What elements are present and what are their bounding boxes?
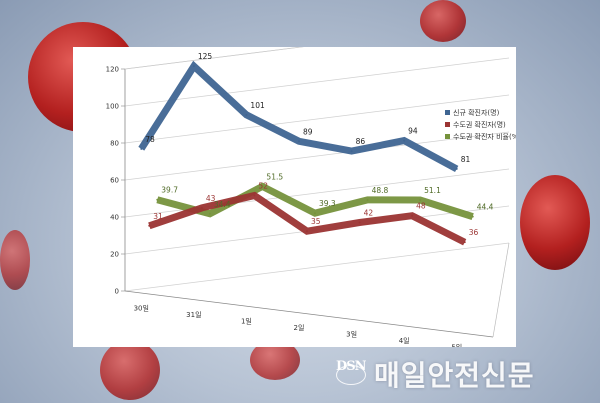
data-label: 51.1 — [424, 186, 441, 195]
virus-image-bottom-left — [100, 340, 160, 400]
data-label: 35 — [311, 217, 321, 226]
data-label: 36 — [469, 228, 479, 237]
data-point — [245, 113, 248, 116]
gridline — [124, 47, 304, 70]
x-tick-label: 3일 — [346, 330, 357, 339]
x-tick-label: 2일 — [294, 323, 305, 332]
x-tick-label: 1일 — [241, 316, 252, 325]
data-point — [261, 185, 264, 188]
gridline — [124, 131, 510, 181]
data-label: 86 — [356, 137, 366, 146]
data-point — [298, 140, 300, 143]
watermark-logo: DSN — [336, 359, 370, 389]
y-tick-label: 40 — [110, 214, 119, 222]
data-label: 48 — [416, 202, 426, 211]
data-point — [253, 194, 256, 197]
data-point — [156, 198, 159, 201]
data-point — [455, 167, 458, 170]
legend-swatch — [445, 134, 450, 139]
data-point — [140, 147, 143, 150]
virus-image-right — [520, 175, 590, 270]
data-label: 31 — [153, 212, 163, 221]
data-label: 125 — [198, 52, 213, 61]
gridline — [124, 57, 510, 107]
line-chart: 0 20 40 60 80 100 120 30일 31일 1일 2일 3일 4일 5일 39.7 34.4… — [106, 47, 516, 347]
data-label: 78 — [145, 135, 155, 144]
data-label: 42 — [364, 209, 374, 218]
data-label: 94 — [408, 127, 418, 136]
legend-swatch — [445, 110, 450, 115]
y-tick-label: 80 — [110, 140, 119, 148]
data-point — [208, 212, 211, 215]
legend-entry: 수도권 확진자 비율(%) — [453, 132, 516, 141]
data-point — [471, 215, 474, 218]
data-label: 51.5 — [266, 172, 283, 181]
data-point — [403, 139, 406, 142]
watermark-brand: 매일안전신문 — [374, 359, 535, 392]
y-tick-label: 120 — [106, 66, 119, 74]
data-label: 39.3 — [319, 199, 336, 208]
data-label: 34.4 — [214, 200, 231, 209]
data-point — [192, 65, 195, 68]
data-label: 43 — [206, 194, 216, 203]
data-point — [411, 214, 414, 217]
y-tick-label: 20 — [110, 251, 119, 259]
legend-entry: 신규 확진자(명) — [453, 108, 500, 117]
data-label: 48.8 — [372, 186, 389, 195]
data-point — [314, 212, 316, 215]
x-tick-label: 30일 — [134, 303, 149, 312]
data-label: 101 — [250, 101, 265, 110]
y-tick-label: 100 — [106, 103, 119, 111]
data-point — [200, 206, 203, 209]
data-point — [366, 198, 369, 201]
data-label: 81 — [461, 155, 471, 164]
virus-image-top-right — [420, 0, 466, 42]
series-line — [138, 60, 459, 172]
x-tick-label: 4일 — [399, 336, 410, 345]
data-point — [358, 221, 361, 224]
data-label: 89 — [303, 127, 313, 136]
wall-top-edge — [124, 47, 304, 70]
data-point — [419, 198, 422, 201]
x-tick-label: 31일 — [186, 310, 201, 319]
data-point — [148, 224, 151, 227]
virus-image-left — [0, 230, 30, 290]
gridline — [124, 242, 510, 292]
legend-entry: 수도권 확진자(명) — [453, 120, 506, 129]
data-label: 52 — [258, 181, 268, 190]
watermark: DSN 매일안전신문 — [336, 352, 592, 396]
chart-panel: 0 20 40 60 80 100 120 30일 31일 1일 2일 3일 4일 5일 39.7 34.4… — [73, 47, 516, 347]
floor-right-edge — [492, 242, 510, 338]
data-label: 39.7 — [161, 186, 178, 195]
x-tick-label: 5일 — [451, 343, 462, 347]
x-axis-line — [124, 290, 494, 338]
gridline — [124, 94, 510, 144]
y-tick-label: 60 — [110, 177, 119, 185]
data-point — [463, 241, 466, 244]
legend-swatch — [445, 122, 450, 127]
data-point — [306, 230, 308, 233]
data-point — [350, 150, 353, 153]
y-tick-label: 0 — [115, 288, 119, 296]
data-label: 44.4 — [477, 203, 494, 212]
